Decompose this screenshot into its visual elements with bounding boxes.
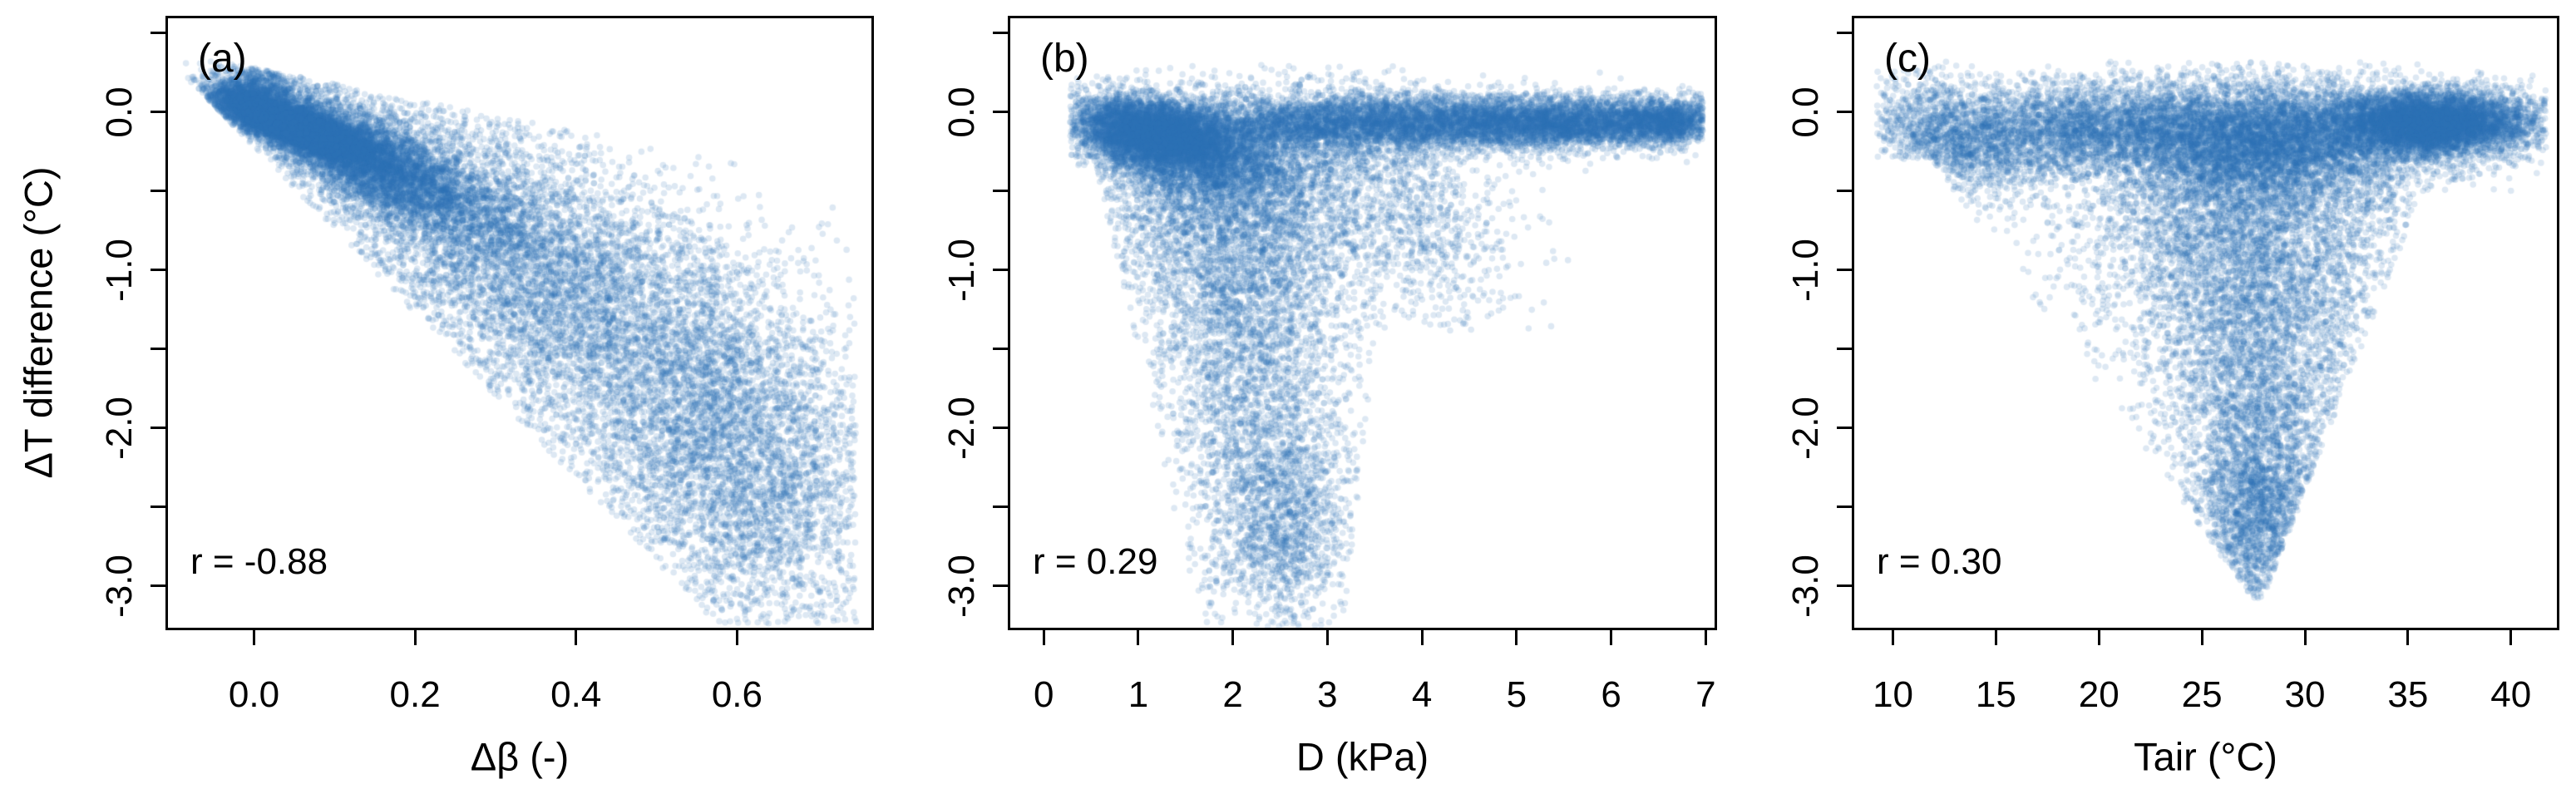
correlation-label-b: r = 0.29 [1033, 541, 1158, 582]
y-tick [1837, 190, 1852, 193]
x-tick-label: 5 [1506, 674, 1527, 715]
y-tick-label: -3.0 [941, 554, 982, 618]
y-tick [1837, 506, 1852, 509]
x-tick-label: 3 [1317, 674, 1338, 715]
x-tick-label: 30 [2284, 674, 2326, 715]
y-axis-title: ΔT difference (°C) [16, 166, 61, 479]
plot-box-b [1008, 16, 1717, 630]
x-tick [1420, 630, 1424, 645]
y-tick-label: -3.0 [1785, 554, 1826, 618]
y-tick [1837, 32, 1852, 35]
x-tick-label: 1 [1128, 674, 1149, 715]
x-tick [1892, 630, 1895, 645]
x-axis-title-c: Tair (°C) [2134, 734, 2277, 779]
y-tick [151, 427, 165, 430]
y-tick-label: -3.0 [99, 554, 140, 618]
x-tick [2406, 630, 2410, 645]
y-tick-label: 0.0 [941, 86, 982, 138]
y-tick [993, 269, 1008, 272]
x-tick [1325, 630, 1329, 645]
x-tick [2303, 630, 2307, 645]
x-tick [2509, 630, 2513, 645]
correlation-label-a: r = -0.88 [190, 541, 328, 582]
x-tick [575, 630, 578, 645]
x-tick-label: 20 [2078, 674, 2120, 715]
y-tick-label: -1.0 [1785, 238, 1826, 302]
correlation-label-c: r = 0.30 [1877, 541, 2002, 582]
y-tick [151, 506, 165, 509]
x-tick [1042, 630, 1045, 645]
x-tick [735, 630, 738, 645]
y-tick [151, 111, 165, 114]
x-tick [253, 630, 255, 645]
plot-box-a [165, 16, 874, 630]
x-tick [1704, 630, 1707, 645]
y-tick [1837, 111, 1852, 114]
y-tick [993, 190, 1008, 193]
y-tick [993, 32, 1008, 35]
x-tick [1515, 630, 1518, 645]
x-tick-label: 10 [1873, 674, 1914, 715]
x-tick-label: 25 [2181, 674, 2223, 715]
x-tick-label: 6 [1601, 674, 1621, 715]
y-tick [993, 348, 1008, 351]
x-tick [1610, 630, 1613, 645]
y-tick [151, 190, 165, 193]
plot-box-c [1852, 16, 2559, 630]
panel-letter-a: (a) [198, 37, 247, 81]
y-tick [993, 584, 1008, 588]
density-cloud-canvas-b [1008, 16, 1717, 630]
x-tick [413, 630, 417, 645]
y-tick-label: -2.0 [1785, 396, 1826, 460]
x-tick-label: 4 [1411, 674, 1433, 715]
y-tick [151, 32, 165, 35]
y-tick [1837, 427, 1852, 430]
x-axis-title-b: D (kPa) [1295, 734, 1429, 779]
y-tick-label: -1.0 [941, 238, 982, 302]
panel-letter-c: (c) [1884, 37, 1931, 81]
y-tick [993, 111, 1008, 114]
x-tick-label: 40 [2490, 674, 2532, 715]
x-tick-label: 15 [1975, 674, 2016, 715]
y-tick-label: 0.0 [1785, 86, 1826, 138]
y-tick-label: -2.0 [99, 396, 140, 460]
x-tick-label: 0.2 [389, 674, 441, 715]
x-tick [1994, 630, 1997, 645]
panel-letter-b: (b) [1040, 37, 1089, 81]
y-tick-label: -2.0 [941, 396, 982, 460]
y-tick [151, 269, 165, 272]
x-tick-label: 7 [1695, 674, 1716, 715]
y-tick-label: 0.0 [99, 86, 140, 138]
y-tick [1837, 348, 1852, 351]
x-tick-label: 0 [1033, 674, 1054, 715]
x-tick-label: 0.4 [550, 674, 602, 715]
y-tick-label: -1.0 [99, 238, 140, 302]
x-tick-label: 35 [2387, 674, 2429, 715]
density-cloud-canvas-a [165, 16, 874, 630]
y-tick [1837, 269, 1852, 272]
x-tick [1231, 630, 1235, 645]
y-tick [151, 584, 165, 588]
x-tick-label: 0.6 [711, 674, 762, 715]
x-tick [2200, 630, 2203, 645]
x-tick [2097, 630, 2100, 645]
y-tick [993, 427, 1008, 430]
x-tick-label: 0.0 [228, 674, 280, 715]
density-cloud-canvas-c [1852, 16, 2559, 630]
x-axis-title-a: Δβ (-) [470, 734, 570, 779]
y-tick [1837, 584, 1852, 588]
x-tick [1137, 630, 1140, 645]
y-tick [993, 506, 1008, 509]
y-tick [151, 348, 165, 351]
x-tick-label: 2 [1222, 674, 1243, 715]
